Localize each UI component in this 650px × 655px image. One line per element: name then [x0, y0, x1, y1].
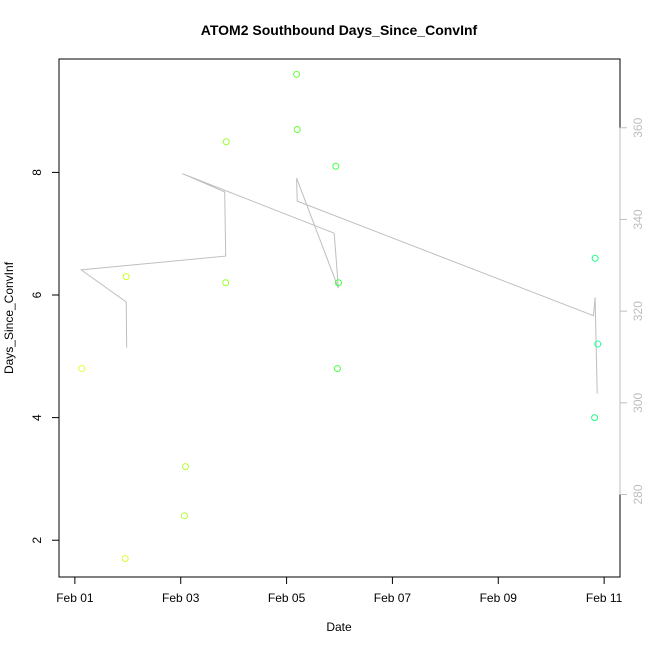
data-point	[122, 273, 130, 281]
y2-tick-label: 280	[631, 484, 645, 504]
y2-tick-label: 320	[631, 301, 645, 321]
y2-tick-label: 340	[631, 209, 645, 229]
data-point	[78, 365, 86, 373]
data-point	[222, 138, 230, 146]
data-point	[591, 254, 599, 262]
y-tick-label: 4	[30, 414, 44, 421]
data-point	[222, 279, 230, 287]
x-axis-label: Date	[326, 620, 352, 634]
data-point	[591, 414, 599, 422]
y2-tick-label: 360	[631, 117, 645, 137]
x-tick-label: Feb 03	[162, 591, 200, 605]
x-tick-label: Feb 09	[480, 591, 518, 605]
y-axis-label: Days_Since_ConvInf	[2, 261, 16, 374]
x-tick-label: Feb 07	[374, 591, 412, 605]
data-point	[181, 463, 189, 471]
data-point	[333, 365, 341, 373]
y-tick-label: 6	[30, 291, 44, 298]
chart-title: ATOM2 Southbound Days_Since_ConvInf	[201, 22, 478, 38]
plot-area: Feb 01 Feb 03 Feb 05 Feb 07 Feb 09 Feb 11 2 4 6 8…	[30, 58, 645, 605]
y-tick-label: 2	[30, 537, 44, 544]
y-tick-label: 8	[30, 169, 44, 176]
x-tick-label: Feb 11	[586, 591, 623, 605]
data-point	[121, 555, 129, 563]
data-point	[334, 279, 342, 287]
y2-tick-label: 300	[631, 392, 645, 412]
data-point	[332, 162, 340, 170]
data-point	[293, 70, 301, 78]
data-point	[594, 340, 602, 348]
data-point	[180, 512, 188, 520]
x-tick-label: Feb 01	[56, 591, 94, 605]
plot-frame	[58, 58, 621, 578]
x-tick-label: Feb 05	[268, 591, 306, 605]
series-line	[79, 173, 598, 394]
data-point	[293, 125, 301, 133]
